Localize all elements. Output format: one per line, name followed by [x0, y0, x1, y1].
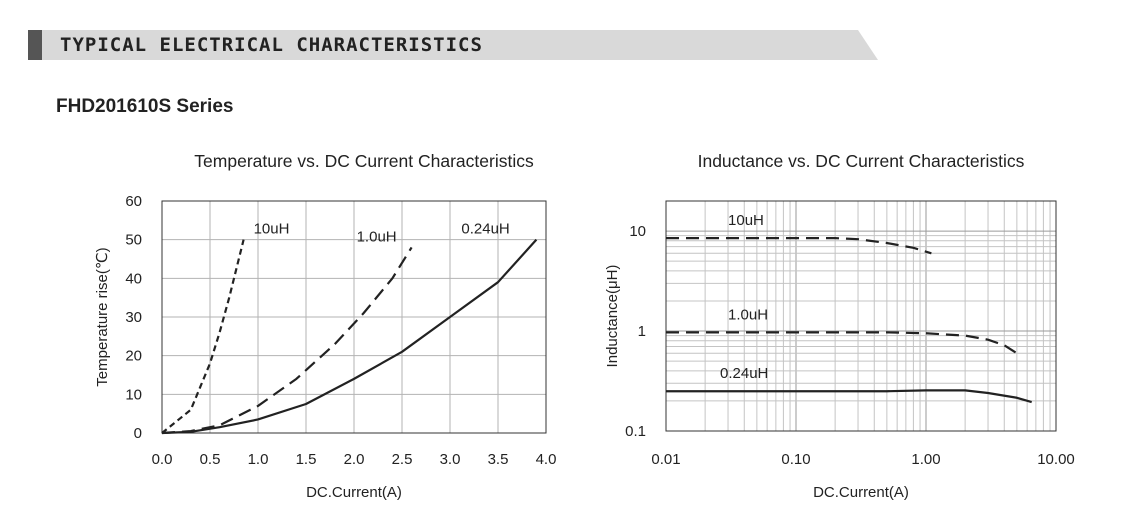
chart1-xtick-label: 1.5 — [296, 451, 317, 468]
chart1-xtick-label: 1.0 — [248, 451, 269, 468]
chart1-ytick-label: 60 — [125, 193, 142, 210]
chart2-series-line-0_24uH — [666, 390, 1032, 402]
chart2-series-label: 1.0uH — [728, 306, 768, 323]
chart1-xtick-label: 0.5 — [200, 451, 221, 468]
charts-canvas: Temperature vs. DC Current Characteristi… — [0, 0, 1129, 523]
chart2-ytick-label: 1 — [638, 323, 646, 340]
chart2-xtick-label: 10.00 — [1037, 451, 1075, 468]
chart2-ylabel: Inductance(μH) — [604, 265, 621, 368]
chart1-series-label: 0.24uH — [461, 221, 509, 238]
chart2-xtick-label: 0.01 — [651, 451, 680, 468]
chart2-xtick-label: 0.10 — [781, 451, 810, 468]
chart2-ytick-label: 10 — [629, 223, 646, 240]
chart1-xtick-label: 3.5 — [488, 451, 509, 468]
chart1-ytick-label: 40 — [125, 270, 142, 287]
chart2-series-label: 10uH — [728, 212, 764, 229]
chart1-series-line-10uH — [162, 240, 244, 433]
chart1-xtick-label: 2.5 — [392, 451, 413, 468]
chart1-series-label: 10uH — [254, 221, 290, 238]
chart2-title: Inductance vs. DC Current Characteristic… — [698, 151, 1025, 171]
chart1-ytick-label: 0 — [134, 425, 142, 442]
chart1-ytick-label: 30 — [125, 309, 142, 326]
chart1-series-label: 1.0uH — [357, 228, 397, 245]
chart1-xtick-label: 0.0 — [152, 451, 173, 468]
chart1-xtick-label: 2.0 — [344, 451, 365, 468]
chart1-xtick-label: 3.0 — [440, 451, 461, 468]
chart1-title: Temperature vs. DC Current Characteristi… — [194, 151, 534, 171]
chart1-series-line-1_0uH — [162, 247, 412, 433]
chart2-series-label: 0.24uH — [720, 365, 768, 382]
chart1-ytick-label: 20 — [125, 348, 142, 365]
chart1-xtick-label: 4.0 — [536, 451, 557, 468]
chart1-ytick-label: 10 — [125, 386, 142, 403]
chart1-ytick-label: 50 — [125, 232, 142, 249]
chart2-ytick-label: 0.1 — [625, 423, 646, 440]
chart2-xlabel: DC.Current(A) — [813, 484, 909, 501]
chart1-ylabel: Temperature rise(℃) — [94, 247, 111, 386]
chart1-xlabel: DC.Current(A) — [306, 484, 402, 501]
chart2-xtick-label: 1.00 — [911, 451, 940, 468]
